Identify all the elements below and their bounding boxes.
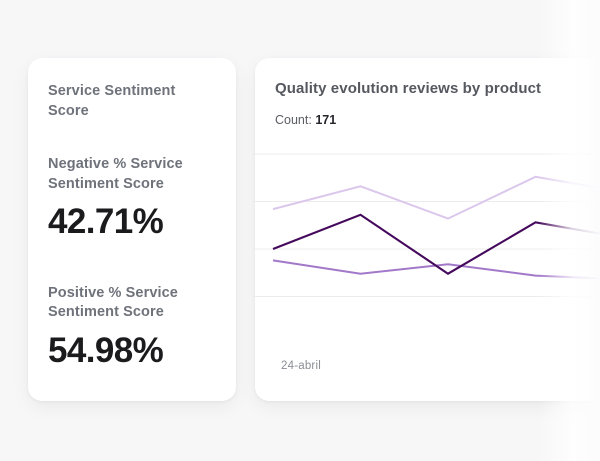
- chart-card-content: Quality evolution reviews by product Cou…: [253, 58, 600, 401]
- chart-count-value: 171: [315, 113, 337, 127]
- chart-series-line: [272, 259, 600, 280]
- kpi-card-content: Service Sentiment Score Negative % Servi…: [28, 58, 236, 370]
- kpi-metric-label: Positive % Service Sentiment Score: [48, 284, 178, 321]
- kpi-metric-negative: Negative % Service Sentiment Score 42.71…: [48, 155, 216, 242]
- chart-series-lines: [272, 175, 600, 280]
- line-chart-plot-area[interactable]: [253, 153, 600, 344]
- kpi-metric-positive: Positive % Service Sentiment Score 54.98…: [48, 284, 216, 371]
- chart-count-label: Count:: [275, 113, 312, 127]
- chart-series-line: [272, 175, 600, 220]
- line-chart-svg: [253, 153, 600, 297]
- chart-card-title: Quality evolution reviews by product: [275, 80, 542, 97]
- service-sentiment-score-card[interactable]: Service Sentiment Score Negative % Servi…: [28, 58, 236, 401]
- kpi-metric-label: Negative % Service Sentiment Score: [48, 156, 183, 192]
- chart-count-row: Count: 171: [275, 113, 600, 127]
- kpi-card-title: Service Sentiment Score: [48, 83, 176, 119]
- kpi-metric-value: 54.98%: [48, 330, 164, 370]
- quality-evolution-chart-card[interactable]: Quality evolution reviews by product Cou…: [253, 58, 600, 401]
- x-axis-tick-label: 24-abril: [281, 360, 321, 372]
- chart-series-line: [272, 213, 600, 275]
- kpi-metric-value: 42.71%: [48, 202, 164, 242]
